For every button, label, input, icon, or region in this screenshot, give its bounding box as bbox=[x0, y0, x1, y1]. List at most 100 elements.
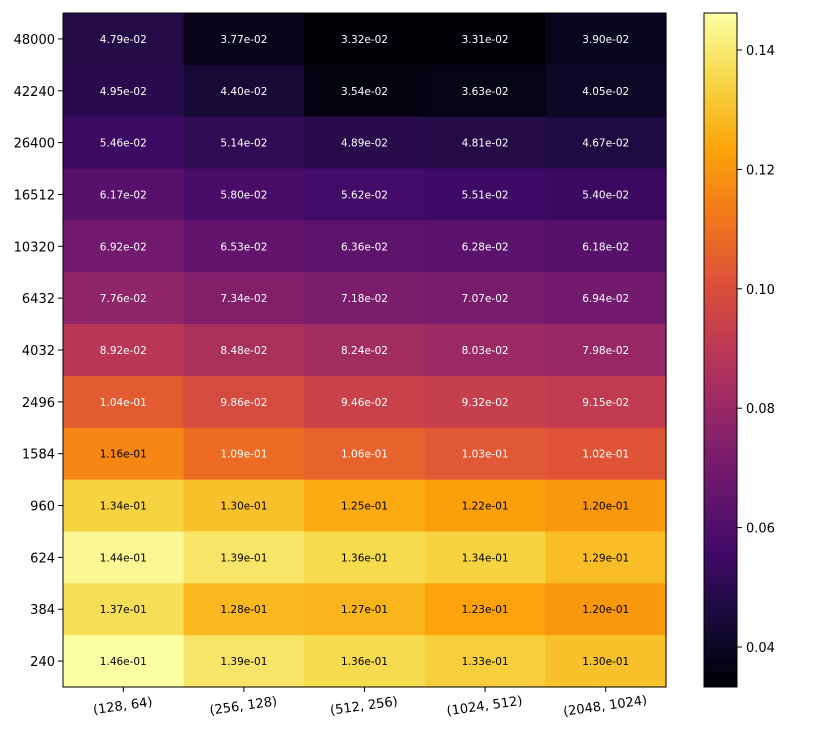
heatmap-cell bbox=[183, 427, 305, 481]
heatmap-cell bbox=[424, 531, 546, 584]
heatmap-cell bbox=[424, 635, 546, 688]
colorbar-tick-label: 0.14 bbox=[746, 44, 775, 59]
heatmap-cell-label: 6.17e-02 bbox=[100, 189, 147, 201]
heatmap-cell-label: 5.62e-02 bbox=[341, 189, 388, 201]
heatmap-cell-label: 4.67e-02 bbox=[582, 138, 629, 150]
heatmap-cell-label: 1.04e-01 bbox=[100, 397, 147, 409]
heatmap-cell bbox=[545, 324, 667, 377]
heatmap-cell-label: 6.92e-02 bbox=[100, 241, 147, 253]
y-tick-label: 10320 bbox=[14, 240, 55, 255]
x-tick-label: (256, 128) bbox=[209, 694, 278, 718]
heatmap-cell-label: 1.39e-01 bbox=[220, 656, 267, 668]
y-tick-label: 26400 bbox=[14, 137, 55, 152]
colorbar-tick-label: 0.04 bbox=[746, 641, 775, 656]
y-tick-label: 960 bbox=[30, 500, 55, 515]
colorbar-tick-label: 0.06 bbox=[746, 522, 775, 537]
heatmap-cell-label: 1.37e-01 bbox=[100, 604, 147, 616]
heatmap-cell-label: 1.20e-01 bbox=[582, 501, 629, 513]
heatmap-cell-label: 1.36e-01 bbox=[341, 552, 388, 564]
heatmap-cell bbox=[63, 479, 185, 533]
heatmap-cell bbox=[424, 220, 546, 273]
y-tick-label: 1584 bbox=[22, 448, 55, 463]
heatmap-cells bbox=[63, 13, 667, 688]
heatmap-cell bbox=[63, 531, 185, 584]
heatmap-cell-label: 1.06e-01 bbox=[341, 449, 388, 461]
heatmap-cell-label: 9.46e-02 bbox=[341, 397, 388, 409]
heatmap-cell-label: 7.76e-02 bbox=[100, 293, 147, 305]
heatmap-cell-label: 3.54e-02 bbox=[341, 86, 388, 98]
heatmap-cell bbox=[545, 220, 667, 273]
heatmap-cell-label: 5.80e-02 bbox=[220, 189, 267, 201]
heatmap-cell bbox=[183, 168, 305, 221]
heatmap-cell bbox=[63, 635, 185, 688]
heatmap-cell-label: 1.20e-01 bbox=[582, 604, 629, 616]
heatmap-cell bbox=[304, 168, 426, 221]
heatmap-cell bbox=[183, 116, 305, 170]
heatmap-cell-label: 3.31e-02 bbox=[462, 34, 509, 46]
y-tick-label: 384 bbox=[30, 603, 55, 618]
heatmap-cell bbox=[183, 375, 305, 429]
heatmap-cell bbox=[424, 64, 546, 118]
x-axis: (128, 64) (256, 128) (512, 256) (1024, 512)… bbox=[92, 687, 648, 720]
heatmap-cell bbox=[304, 324, 426, 377]
y-tick-label: 4032 bbox=[22, 344, 55, 359]
y-tick-label: 16512 bbox=[14, 188, 55, 203]
heatmap-cell bbox=[545, 375, 667, 429]
heatmap-cell-label: 1.44e-01 bbox=[100, 552, 147, 564]
heatmap-cell bbox=[183, 13, 305, 66]
heatmap-cell bbox=[545, 427, 667, 481]
heatmap-cell-label: 4.40e-02 bbox=[220, 86, 267, 98]
heatmap-cell bbox=[304, 375, 426, 429]
heatmap-cell-label: 5.14e-02 bbox=[220, 138, 267, 150]
heatmap-cell bbox=[304, 272, 426, 325]
heatmap-cell-label: 1.36e-01 bbox=[341, 656, 388, 668]
heatmap-cell bbox=[63, 375, 185, 429]
heatmap-cell-label: 8.03e-02 bbox=[462, 345, 509, 357]
colorbar: 0.04 0.06 0.08 0.10 0.12 0.14 bbox=[703, 12, 775, 688]
heatmap-cell-label: 3.63e-02 bbox=[462, 86, 509, 98]
heatmap-cell bbox=[304, 64, 426, 118]
heatmap-cell-labels: 4.79e-02 3.77e-02 3.32e-02 3.31e-02 3.90e-02… bbox=[100, 34, 629, 668]
heatmap-cell bbox=[63, 116, 185, 170]
heatmap-cell bbox=[63, 168, 185, 221]
heatmap-cell bbox=[424, 13, 546, 66]
heatmap-cell bbox=[63, 427, 185, 481]
heatmap-cell-label: 4.81e-02 bbox=[462, 138, 509, 150]
y-tick-label: 240 bbox=[30, 655, 55, 670]
heatmap-cell bbox=[545, 272, 667, 325]
heatmap-cell bbox=[424, 324, 546, 377]
heatmap-cell-label: 4.89e-02 bbox=[341, 138, 388, 150]
heatmap-cell bbox=[63, 324, 185, 377]
colorbar-scale bbox=[703, 12, 738, 688]
heatmap-cell-label: 7.07e-02 bbox=[462, 293, 509, 305]
heatmap-cell-label: 1.33e-01 bbox=[462, 656, 509, 668]
heatmap-cell-label: 1.28e-01 bbox=[220, 604, 267, 616]
heatmap-cell-label: 3.90e-02 bbox=[582, 34, 629, 46]
heatmap-cell-label: 3.77e-02 bbox=[220, 34, 267, 46]
x-tick-label: (128, 64) bbox=[92, 695, 153, 718]
heatmap-cell bbox=[63, 583, 185, 636]
heatmap-cell bbox=[304, 427, 426, 481]
heatmap-cell-label: 1.09e-01 bbox=[220, 449, 267, 461]
heatmap-cell bbox=[545, 13, 667, 66]
heatmap-cell bbox=[304, 531, 426, 584]
heatmap-cell bbox=[424, 272, 546, 325]
heatmap-cell-label: 1.27e-01 bbox=[341, 604, 388, 616]
heatmap-cell-label: 5.51e-02 bbox=[462, 189, 509, 201]
heatmap-cell bbox=[183, 324, 305, 377]
heatmap-cell bbox=[424, 116, 546, 170]
heatmap-cell bbox=[304, 583, 426, 636]
heatmap-cell-label: 6.53e-02 bbox=[220, 241, 267, 253]
heatmap-cell-label: 8.48e-02 bbox=[220, 345, 267, 357]
y-tick-label: 2496 bbox=[22, 396, 55, 411]
heatmap-cell-label: 9.15e-02 bbox=[582, 397, 629, 409]
heatmap-cell bbox=[63, 13, 185, 66]
heatmap-cell bbox=[424, 375, 546, 429]
x-tick-label: (1024, 512) bbox=[446, 694, 524, 719]
heatmap-cell bbox=[63, 64, 185, 118]
heatmap-cell-label: 1.23e-01 bbox=[462, 604, 509, 616]
heatmap-cell bbox=[304, 13, 426, 66]
heatmap-cell bbox=[545, 168, 667, 221]
heatmap-cell bbox=[545, 116, 667, 170]
heatmap-cell bbox=[183, 531, 305, 584]
